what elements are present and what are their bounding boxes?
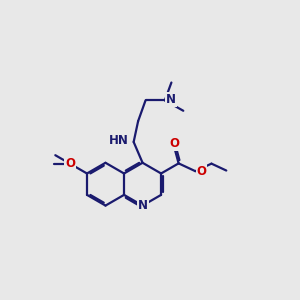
Text: O: O: [169, 137, 179, 150]
Text: O: O: [196, 165, 206, 178]
Text: HN: HN: [108, 134, 128, 147]
Text: N: N: [138, 199, 148, 212]
Text: O: O: [65, 157, 75, 170]
Text: N: N: [166, 93, 176, 106]
